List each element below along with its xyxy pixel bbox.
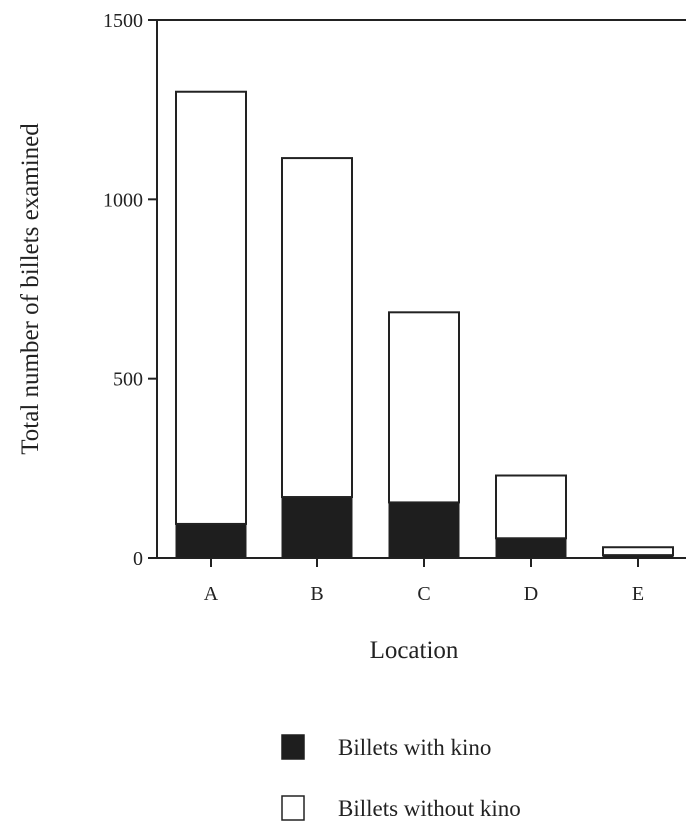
x-ticks: A B C D E [204,558,644,605]
y-tick-label: 500 [113,369,143,391]
bar-segment-without-kino [281,157,353,499]
bar-segment-without-kino [602,546,674,557]
y-tick-label: 0 [133,548,143,570]
y-ticks: 0 500 1000 1500 [103,10,157,570]
bar-segment-with-kino [175,523,247,559]
y-tick-label: 1500 [103,10,143,32]
legend-item-without-kino: Billets without kino [281,795,521,821]
x-tick-label: D [524,583,538,605]
legend-label-without-kino: Billets without kino [338,796,521,821]
legend-item-with-kino: Billets with kino [281,734,491,760]
bar-segment-without-kino [175,90,247,525]
bar-segment-with-kino [281,496,353,559]
bar-segment-with-kino [495,537,567,559]
x-tick-label: E [632,583,644,605]
x-tick-label: B [310,583,323,605]
legend-label-with-kino: Billets with kino [338,735,491,760]
bars [175,90,674,559]
y-axis-title: Total number of billets examined [17,123,44,455]
legend-swatch-with-kino [281,734,305,760]
y-tick-label: 1000 [103,189,143,211]
legend-swatch-without-kino [281,795,305,821]
bar-segment-with-kino [388,501,460,559]
legend: Billets with kino Billets without kino [281,734,521,821]
x-tick-label: A [204,583,219,605]
bar-segment-without-kino [388,311,460,504]
bar-segment-without-kino [495,474,567,540]
x-tick-label: C [417,583,430,605]
x-axis-title: Location [370,637,459,664]
